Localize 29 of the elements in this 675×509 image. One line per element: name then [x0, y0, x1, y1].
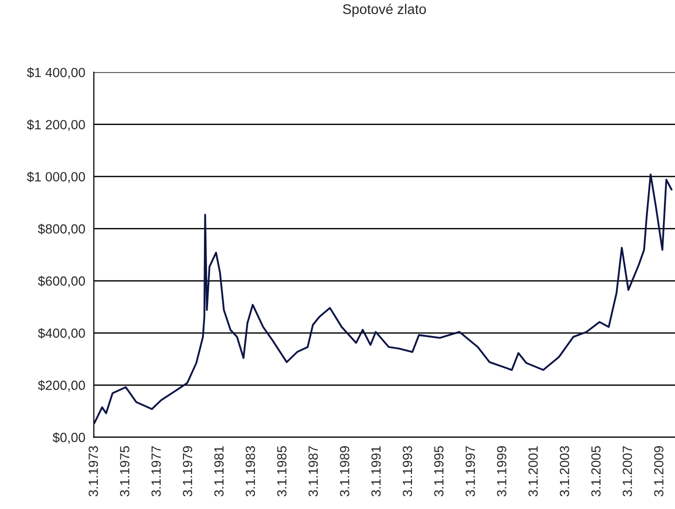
y-tick-label: $200,00: [38, 380, 85, 392]
line-series: [94, 174, 672, 424]
x-tick-label: 3.1.1983: [246, 446, 256, 496]
x-tick-label: 3.1.2005: [591, 446, 601, 496]
x-tick-label: 3.1.1997: [466, 446, 475, 496]
x-tick-label: 3.1.1995: [434, 446, 444, 496]
x-tick-label: 3.1.1973: [88, 446, 98, 496]
y-tick-label: $600,00: [38, 276, 85, 288]
y-tick-label: $400,00: [38, 328, 85, 340]
x-tick-label: 3.1.1987: [308, 446, 318, 496]
x-tick-label: 3.1.1989: [340, 446, 350, 496]
x-tick-label: 3.1.1977: [151, 446, 161, 496]
x-tick-label: 3.1.1999: [497, 446, 506, 496]
y-tick-label: $1 400,00: [26, 67, 85, 79]
x-tick-label: 3.1.1985: [277, 446, 286, 496]
y-tick-label: $1 000,00: [26, 172, 85, 184]
chart-title: Spotové zlato: [342, 4, 426, 17]
x-tick-label: 3.1.1993: [402, 446, 412, 496]
x-tick-label: 3.1.1979: [182, 446, 192, 496]
y-tick-label: $0,00: [52, 432, 85, 444]
x-tick-label: 3.1.2001: [528, 446, 538, 496]
x-tick-label: 3.1.1981: [214, 446, 224, 496]
y-tick-label: $800,00: [38, 224, 85, 236]
x-tick-label: 3.1.2003: [560, 446, 570, 496]
y-tick-label: $1 200,00: [26, 119, 85, 131]
x-tick-label: 3.1.2009: [654, 446, 664, 496]
x-tick-label: 3.1.2007: [622, 446, 632, 496]
x-tick-label: 3.1.1975: [120, 446, 130, 496]
x-tick-label: 3.1.1991: [371, 446, 381, 496]
